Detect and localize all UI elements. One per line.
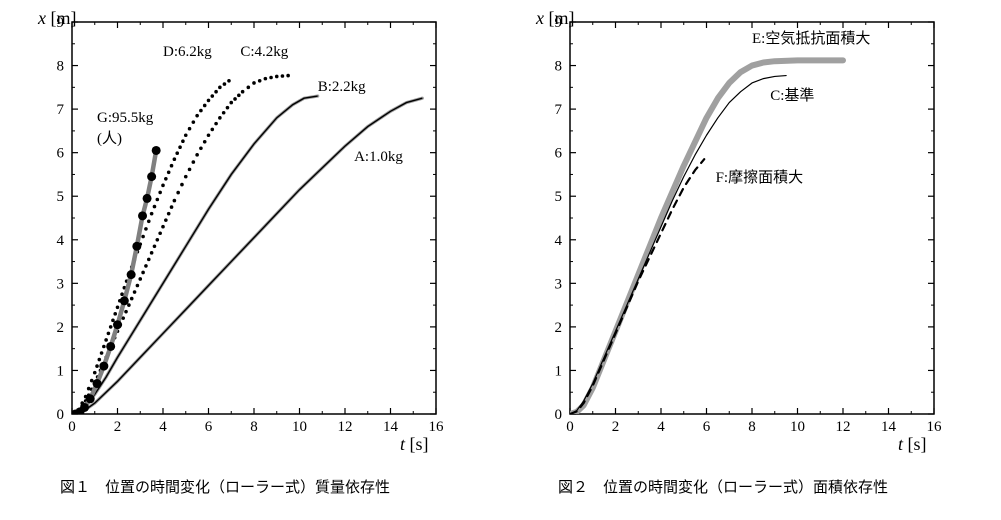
svg-text:14: 14 [383, 419, 399, 435]
series-label-C: C:4.2kg [240, 44, 288, 61]
y-axis-label: x [m] [536, 8, 575, 29]
svg-text:4: 4 [159, 419, 167, 435]
svg-text:0: 0 [68, 419, 76, 435]
svg-text:10: 10 [292, 419, 307, 435]
svg-text:3: 3 [57, 276, 65, 292]
svg-text:7: 7 [555, 102, 563, 118]
svg-text:4: 4 [57, 233, 65, 249]
svg-text:1: 1 [57, 363, 65, 379]
series-label-E: E:空気抵抗面積大 [752, 27, 870, 48]
svg-text:6: 6 [703, 419, 711, 435]
x-axis-label: t [s] [898, 434, 927, 455]
svg-text:8: 8 [748, 419, 756, 435]
svg-text:2: 2 [612, 419, 620, 435]
chart-1-caption: 図１ 位置の時間変化（ローラー式）質量依存性 [60, 476, 390, 497]
figure-wrap: 02468101214160123456789 x [m]t [s]G:95.5… [0, 0, 1001, 520]
y-axis-label: x [m] [38, 8, 77, 29]
svg-text:5: 5 [57, 189, 65, 205]
svg-text:12: 12 [836, 419, 851, 435]
svg-text:8: 8 [250, 419, 258, 435]
svg-text:4: 4 [657, 419, 665, 435]
series-label-A: A:1.0kg [354, 149, 403, 166]
chart-2-panel: 02468101214160123456789 x [m]t [s]E:空気抵抗… [518, 8, 958, 448]
series-label-G2: (人) [97, 127, 122, 148]
svg-text:8: 8 [57, 59, 65, 75]
svg-text:0: 0 [566, 419, 574, 435]
svg-text:10: 10 [790, 419, 805, 435]
svg-text:0: 0 [555, 407, 563, 423]
svg-text:4: 4 [555, 233, 563, 249]
svg-text:2: 2 [555, 320, 563, 336]
chart-1-plot: 02468101214160123456789 x [m]t [s]G:95.5… [20, 8, 460, 448]
chart-1-panel: 02468101214160123456789 x [m]t [s]G:95.5… [20, 8, 460, 448]
svg-text:16: 16 [927, 419, 943, 435]
x-axis-label: t [s] [400, 434, 429, 455]
chart-2-svg: 02468101214160123456789 [518, 8, 958, 448]
svg-text:12: 12 [338, 419, 353, 435]
svg-text:7: 7 [57, 102, 65, 118]
chart-1-svg: 02468101214160123456789 [20, 8, 460, 448]
svg-text:14: 14 [881, 419, 897, 435]
svg-text:6: 6 [555, 146, 563, 162]
svg-text:6: 6 [205, 419, 213, 435]
series-label-F: F:摩擦面積大 [716, 166, 804, 187]
svg-text:0: 0 [57, 407, 65, 423]
chart-2-plot: 02468101214160123456789 x [m]t [s]E:空気抵抗… [518, 8, 958, 448]
series-label-G1: G:95.5kg [97, 110, 153, 127]
svg-text:16: 16 [429, 419, 445, 435]
series-label-B: B:2.2kg [318, 79, 366, 96]
chart-2-caption: 図２ 位置の時間変化（ローラー式）面積依存性 [558, 476, 888, 497]
series-label-C: C:基準 [770, 84, 814, 105]
svg-text:8: 8 [555, 59, 563, 75]
svg-text:3: 3 [555, 276, 563, 292]
svg-text:6: 6 [57, 146, 65, 162]
svg-text:2: 2 [114, 419, 122, 435]
svg-text:2: 2 [57, 320, 65, 336]
svg-text:5: 5 [555, 189, 563, 205]
series-label-D: D:6.2kg [163, 44, 212, 61]
svg-text:1: 1 [555, 363, 563, 379]
